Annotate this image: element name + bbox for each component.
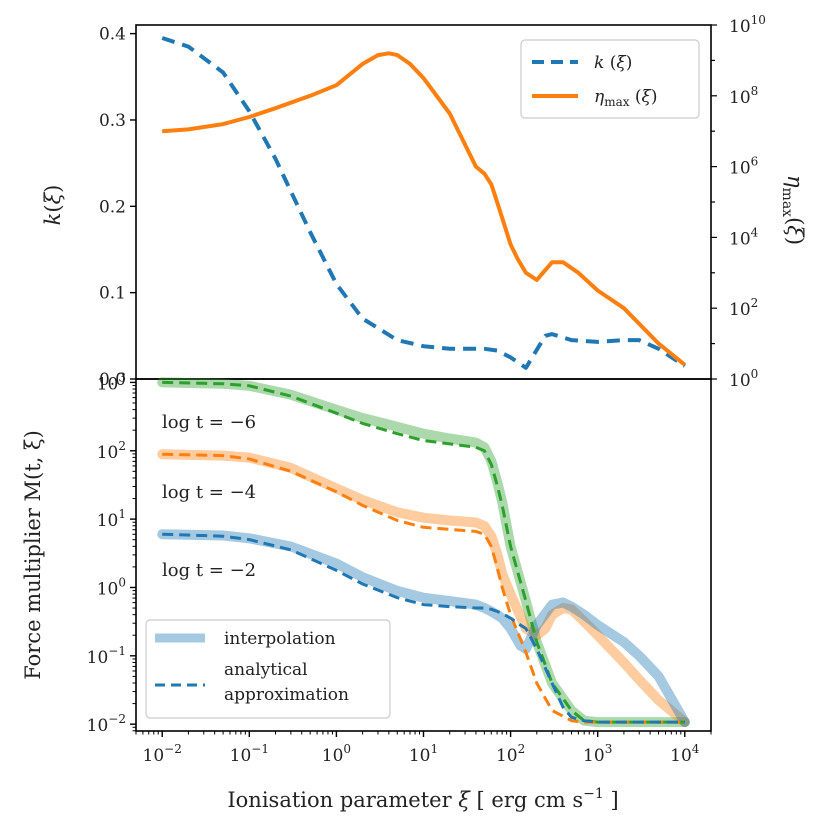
legend-k-label: k (ξ): [594, 53, 632, 73]
annotation-logt-6: log t = −6: [162, 412, 256, 433]
bottom-y-axis-label: Force multiplier M(t, ξ): [21, 430, 45, 680]
top-right-tick-label: 102: [729, 296, 758, 320]
legend-approximation-label: approximation: [224, 685, 349, 705]
bottom-y-tick-label: 100: [97, 575, 126, 599]
legend-eta-label: ηmax (ξ): [594, 87, 658, 109]
x-tick-label: 100: [322, 742, 351, 766]
x-tick-label: 103: [583, 742, 612, 766]
legend-interpolation-label: interpolation: [224, 629, 336, 649]
legend-analytical-label: analytical: [224, 660, 308, 680]
top-left-tick-label: 0.0: [99, 370, 126, 390]
interpolation-line-2: [157, 529, 690, 728]
x-tick-label: 10−2: [143, 742, 182, 766]
top-left-tick-label: 0.1: [99, 284, 126, 304]
bottom-y-tick-label: 103: [97, 370, 126, 394]
bottom-y-tick-label: 10−1: [87, 644, 126, 668]
top-left-tick-label: 0.3: [99, 111, 126, 131]
analytical-line-2: [162, 532, 685, 724]
top-left-tick-label: 0.2: [99, 197, 126, 217]
x-tick-label: 10−1: [230, 742, 269, 766]
series-k-line: [161, 36, 686, 370]
bottom-plot-area: [157, 377, 690, 728]
x-tick-label: 104: [670, 742, 700, 766]
top-right-axis-label: ηmax(ξ): [779, 175, 807, 245]
interpolation-line-1: [157, 449, 690, 728]
top-right-tick-label: 104: [729, 225, 759, 249]
bottom-legend-box: [145, 619, 391, 719]
annotation-logt-4: log t = −4: [162, 482, 256, 503]
x-tick-label: 102: [496, 742, 525, 766]
top-plot-area: [161, 36, 687, 370]
series-eta-max-line: [162, 51, 687, 367]
ticks-layer: 0.0 0.1 0.2 0.3 0.4 100 102 104 106 108 1010 10−2 10…: [87, 13, 766, 766]
top-legend: k (ξ) ηmax (ξ): [520, 39, 700, 119]
top-right-tick-label: 106: [729, 155, 758, 179]
top-right-tick-label: 1010: [729, 13, 766, 37]
x-axis-label: Ionisation parameter ξ [ erg cm s−1 ]: [227, 786, 618, 812]
x-tick-label: 101: [409, 742, 438, 766]
top-right-tick-label: 108: [729, 84, 758, 108]
annotation-logt-2: log t = −2: [162, 560, 256, 581]
bottom-y-tick-label: 10−2: [87, 712, 126, 736]
top-legend-box: [520, 39, 700, 119]
top-left-axis-label: k(ξ): [41, 185, 65, 226]
bottom-y-tick-label: 101: [97, 507, 126, 531]
analytical-line-0: [162, 380, 685, 724]
bottom-legend: interpolation analytical approximation: [145, 619, 391, 719]
bottom-y-tick-label: 102: [97, 439, 126, 463]
top-right-tick-label: 100: [729, 367, 758, 391]
top-left-tick-label: 0.4: [99, 25, 126, 45]
